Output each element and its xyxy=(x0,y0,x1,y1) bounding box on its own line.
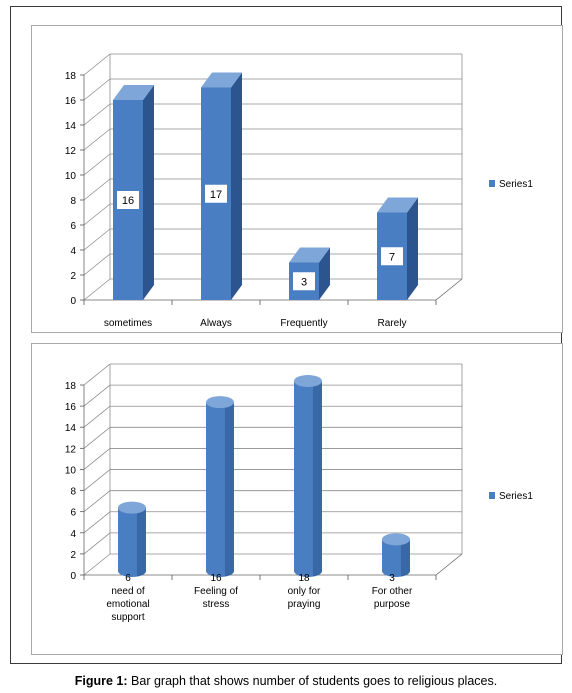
chart-panel-1: 0 2 4 6 8 10 12 14 16 18 16 sometimes 17 Always 3 Frequ… xyxy=(31,25,563,333)
gridline-side xyxy=(83,128,111,151)
gridline-side xyxy=(83,469,111,491)
x-tick-label: stress xyxy=(203,599,230,610)
figure-caption: Figure 1: Bar graph that shows number of… xyxy=(0,674,572,688)
gridline-side xyxy=(83,553,111,576)
bar-side xyxy=(231,72,242,300)
gridline-side xyxy=(83,427,111,449)
gridline-side xyxy=(83,363,111,386)
y-tick-label: 6 xyxy=(70,508,76,519)
chart-panel-2: 0 2 4 6 8 10 12 14 16 18 6 need of emotional support 1… xyxy=(31,343,563,655)
y-tick-label: 18 xyxy=(65,381,77,392)
y-tick-label: 0 xyxy=(70,571,76,582)
x-tick-label: purpose xyxy=(374,599,411,610)
bar-top xyxy=(289,247,330,263)
gridline-side xyxy=(83,228,111,251)
gridline-side xyxy=(83,153,111,176)
data-label: 18 xyxy=(298,573,310,584)
data-label: 6 xyxy=(125,573,131,584)
y-tick-label: 12 xyxy=(65,444,77,455)
gridline-side xyxy=(83,178,111,201)
data-label: 7 xyxy=(389,251,395,263)
gridline-side xyxy=(83,103,111,126)
data-label: 16 xyxy=(122,195,134,207)
bar-top xyxy=(382,533,410,546)
y-tick-label: 4 xyxy=(70,529,76,540)
y-tick-label: 10 xyxy=(65,465,77,476)
gridline-side xyxy=(83,53,111,76)
x-tick-label: support xyxy=(111,612,145,623)
y-tick-label: 10 xyxy=(65,171,77,182)
data-label-box xyxy=(293,272,315,291)
x-tick-label: emotional xyxy=(106,599,149,610)
y-tick-label: 12 xyxy=(65,146,77,157)
legend-swatch xyxy=(489,180,495,187)
data-label-box xyxy=(205,184,227,203)
data-label: 3 xyxy=(389,573,395,584)
gridline-side xyxy=(83,384,111,407)
y-tick-label: 18 xyxy=(65,71,77,82)
bar-side xyxy=(143,85,154,300)
legend-label: Series1 xyxy=(499,179,533,190)
gridline-side xyxy=(83,490,111,512)
y-tick-label: 2 xyxy=(70,550,76,561)
y-tick-label: 16 xyxy=(65,402,77,413)
bar-shade xyxy=(224,402,234,577)
x-tick-label: Always xyxy=(200,318,232,329)
x-tick-label: For other xyxy=(372,586,413,597)
y-tick-label: 4 xyxy=(70,246,76,257)
x-tick-label: praying xyxy=(288,599,321,610)
bar-side xyxy=(407,197,418,300)
data-label-box xyxy=(117,191,139,209)
bar-top xyxy=(113,85,154,100)
data-label-box xyxy=(381,247,403,266)
bar-shade xyxy=(312,381,322,577)
gridline-side xyxy=(83,405,111,428)
y-tick-label: 14 xyxy=(65,423,77,434)
gridline-side xyxy=(83,203,111,226)
bar-top xyxy=(206,396,234,409)
bar-shade xyxy=(136,507,146,577)
legend-swatch xyxy=(489,492,495,499)
x-tick-label: only for xyxy=(288,586,321,597)
y-tick-label: 8 xyxy=(70,487,76,498)
y-tick-label: 8 xyxy=(70,196,76,207)
bar-top xyxy=(294,375,322,387)
gridline-side xyxy=(83,78,111,101)
gridline-side xyxy=(83,511,111,534)
gridline-side xyxy=(83,253,111,276)
bar-top xyxy=(201,72,242,88)
x-tick-label: Rarely xyxy=(378,318,407,329)
chart-2: 0 2 4 6 8 10 12 14 16 18 6 need of emotional support 1… xyxy=(65,363,533,623)
caption-text: Bar graph that shows number of students … xyxy=(127,674,498,688)
y-tick-label: 0 xyxy=(70,296,76,307)
gridline-side xyxy=(83,532,111,555)
gridline-side xyxy=(83,278,111,301)
bar-shade xyxy=(400,539,410,577)
y-tick-label: 14 xyxy=(65,121,77,132)
figure-frame: 0 2 4 6 8 10 12 14 16 18 16 sometimes 17 Always 3 Frequ… xyxy=(10,6,563,664)
y-tick-label: 2 xyxy=(70,271,76,282)
data-label: 17 xyxy=(210,189,222,201)
data-label: 3 xyxy=(301,276,307,288)
bar-side xyxy=(319,247,330,300)
gridline-side xyxy=(83,448,111,470)
x-tick-label: Frequently xyxy=(280,318,327,329)
x-tick-label: sometimes xyxy=(104,318,152,329)
caption-prefix: Figure 1: xyxy=(74,674,128,688)
data-label: 16 xyxy=(210,573,222,584)
x-tick-label: need of xyxy=(111,586,145,597)
y-tick-label: 16 xyxy=(65,96,77,107)
bar-top xyxy=(118,501,146,514)
y-tick-label: 6 xyxy=(70,221,76,232)
bar-top xyxy=(377,197,418,213)
legend-label: Series1 xyxy=(499,491,533,502)
chart-1: 0 2 4 6 8 10 12 14 16 18 16 sometimes 17 Always 3 Frequ… xyxy=(65,53,533,329)
x-tick-label: Feeling of xyxy=(194,586,238,597)
